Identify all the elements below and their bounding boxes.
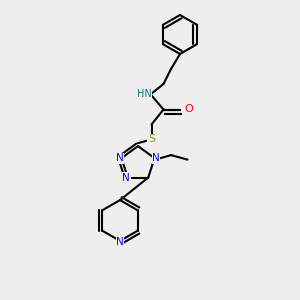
Text: O: O [184,104,194,115]
Text: N: N [116,153,124,163]
Text: S: S [148,134,155,145]
Text: N: N [152,153,160,163]
Text: HN: HN [136,89,152,100]
Text: N: N [116,237,124,248]
Text: N: N [122,172,130,183]
